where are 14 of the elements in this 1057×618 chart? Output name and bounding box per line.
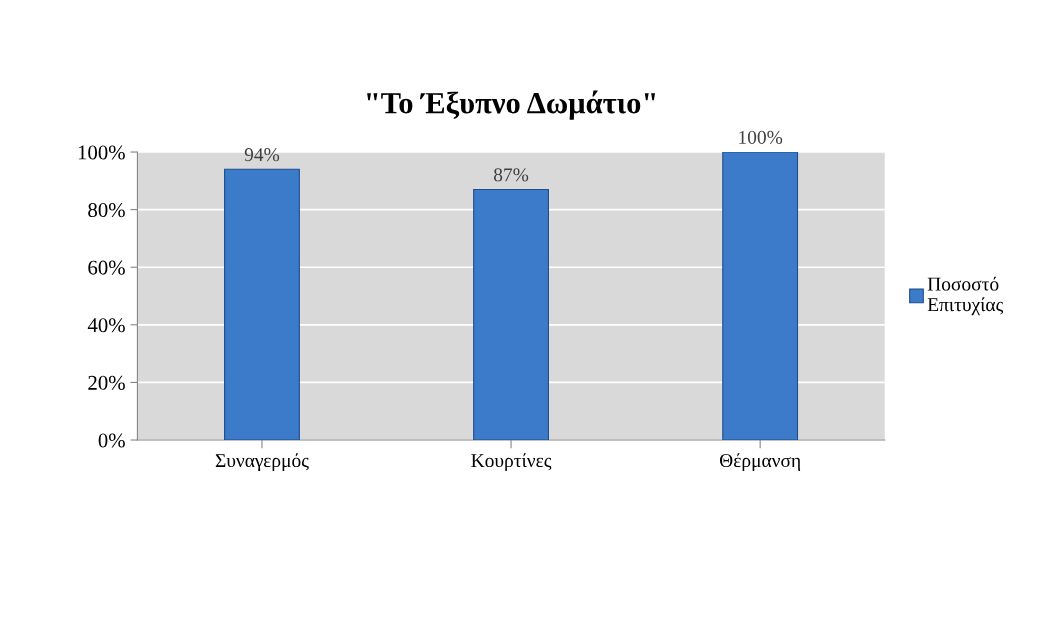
x-tick-label: Κουρτίνες xyxy=(471,453,552,472)
data-label: 94% xyxy=(244,148,280,162)
y-tick-label: 40% xyxy=(87,318,125,333)
y-tick-label: 20% xyxy=(88,375,125,390)
data-label: 100% xyxy=(739,130,783,144)
x-tick-label: Θέρμανση xyxy=(719,453,801,472)
chart-title: "Το Έξυπνο Δωμάτιο" xyxy=(367,90,656,120)
data-label: 87% xyxy=(493,168,529,182)
y-tick-label: 100% xyxy=(78,145,125,160)
legend-label: Ποσοστό Επιτυχίας xyxy=(927,276,1004,316)
y-tick-label: 60% xyxy=(88,260,125,275)
y-tick-label: 80% xyxy=(88,203,125,218)
y-tick-label: 0% xyxy=(98,433,125,448)
x-tick-label: Συναγερμός xyxy=(215,453,309,472)
